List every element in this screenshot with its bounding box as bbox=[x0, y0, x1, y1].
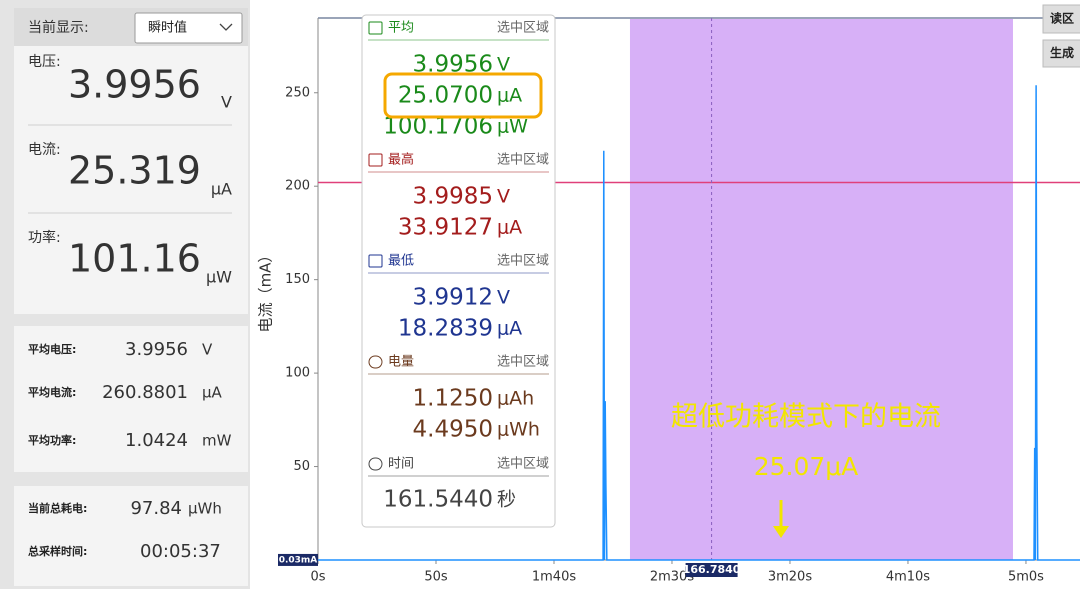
info-value: 25.0700 bbox=[398, 83, 493, 109]
section-scope: 选中区域 bbox=[497, 21, 549, 36]
info-value: 1.1250 bbox=[413, 386, 493, 412]
section-title: 电量 bbox=[388, 355, 414, 370]
info-unit: V bbox=[497, 54, 510, 76]
reading-value: 25.319 bbox=[68, 149, 201, 193]
total-label: 当前总耗电: bbox=[28, 501, 87, 515]
info-unit: μAh bbox=[497, 388, 534, 410]
section-title: 平均 bbox=[388, 21, 414, 36]
cursor-label: 166.7840 bbox=[683, 563, 741, 576]
average-label: 平均电流: bbox=[28, 385, 76, 399]
reading-label: 电压: bbox=[28, 54, 61, 70]
info-value: 3.9912 bbox=[413, 285, 493, 311]
info-panel bbox=[361, 14, 556, 528]
cursor-label-box bbox=[685, 563, 738, 577]
dropdown[interactable] bbox=[134, 12, 243, 44]
total-unit: μWh bbox=[188, 500, 222, 518]
reading-value: 3.9956 bbox=[68, 63, 201, 107]
reading-unit: μW bbox=[206, 268, 232, 287]
x-tick-label: 50s bbox=[424, 570, 448, 585]
x-tick-label: 2m30s bbox=[650, 570, 694, 585]
section-scope: 选中区域 bbox=[497, 457, 549, 472]
average-unit: V bbox=[202, 341, 213, 359]
dropdown-chevron bbox=[219, 23, 233, 31]
average-value: 3.9956 bbox=[125, 339, 188, 360]
x-tick-label: 3m20s bbox=[768, 570, 812, 585]
info-unit: μA bbox=[497, 85, 522, 107]
section-icon bbox=[368, 457, 383, 471]
info-unit: 秒 bbox=[497, 489, 516, 511]
info-value: 18.2839 bbox=[398, 316, 493, 342]
y-tick-label: 250 bbox=[285, 85, 310, 100]
x-tick-label: 0s bbox=[310, 570, 325, 585]
section-scope: 选中区域 bbox=[497, 355, 549, 370]
y-tick-label: 200 bbox=[285, 179, 310, 194]
info-value: 161.5440 bbox=[383, 487, 493, 513]
info-unit: V bbox=[497, 287, 510, 309]
annotation-arrowhead bbox=[773, 526, 789, 538]
y-axis-label: 电流（mA） bbox=[257, 248, 275, 333]
average-label: 平均功率: bbox=[28, 433, 76, 447]
section-title: 最高 bbox=[388, 152, 414, 168]
annotation: 25.07μA bbox=[754, 452, 859, 481]
button[interactable] bbox=[1042, 39, 1080, 68]
average-label: 平均电压: bbox=[28, 342, 76, 356]
y-tick-label: 100 bbox=[285, 366, 310, 381]
x-tick-label: 4m10s bbox=[886, 570, 930, 585]
x-tick-label: 1m40s bbox=[532, 570, 576, 585]
info-unit: μA bbox=[497, 318, 522, 340]
baseline-label: 0.03mA bbox=[279, 555, 318, 565]
average-value: 260.8801 bbox=[102, 382, 188, 403]
y-tick-label: 150 bbox=[285, 272, 310, 287]
reading-value: 101.16 bbox=[68, 237, 201, 281]
y-tick-label: 50 bbox=[293, 459, 310, 474]
total-value: 97.84 bbox=[130, 498, 182, 519]
button-label: 生成 bbox=[1050, 45, 1074, 60]
section-icon bbox=[368, 153, 383, 167]
section-scope: 选中区域 bbox=[497, 254, 549, 269]
reading-label: 功率: bbox=[28, 229, 61, 246]
average-unit: mW bbox=[202, 432, 232, 450]
section-title: 时间 bbox=[388, 457, 414, 472]
info-value: 33.9127 bbox=[398, 215, 493, 241]
info-value: 4.4950 bbox=[413, 417, 493, 443]
card bbox=[14, 46, 248, 314]
info-unit: V bbox=[497, 186, 510, 208]
section-icon bbox=[368, 21, 383, 35]
section-icon bbox=[368, 355, 383, 369]
highlight-box bbox=[383, 72, 543, 119]
card bbox=[14, 486, 248, 586]
x-tick-label: 5m0s bbox=[1008, 570, 1044, 585]
baseline-label-box bbox=[278, 553, 318, 566]
reading-label: 电流: bbox=[28, 142, 61, 158]
info-value: 3.9985 bbox=[413, 184, 493, 210]
info-unit: μW bbox=[497, 116, 528, 138]
dropdown-value: 瞬时值 bbox=[148, 20, 187, 36]
average-unit: μA bbox=[202, 384, 223, 402]
selection-region bbox=[629, 18, 1013, 560]
section-icon bbox=[368, 254, 383, 268]
total-value: 00:05:37 bbox=[140, 541, 221, 562]
display-label: 当前显示: bbox=[28, 19, 89, 36]
reading-unit: μA bbox=[211, 180, 232, 199]
current-line bbox=[318, 85, 1080, 561]
card bbox=[14, 326, 248, 472]
total-label: 总采样时间: bbox=[28, 544, 87, 558]
button-label: 读区 bbox=[1050, 11, 1074, 26]
info-unit: μA bbox=[497, 217, 522, 239]
reading-unit: V bbox=[221, 93, 232, 112]
button[interactable] bbox=[1042, 4, 1080, 34]
section-scope: 选中区域 bbox=[497, 153, 549, 168]
annotation: 超低功耗模式下的电流 bbox=[671, 402, 941, 433]
section-title: 最低 bbox=[388, 254, 414, 269]
average-value: 1.0424 bbox=[125, 430, 188, 451]
info-unit: μWh bbox=[497, 419, 540, 441]
